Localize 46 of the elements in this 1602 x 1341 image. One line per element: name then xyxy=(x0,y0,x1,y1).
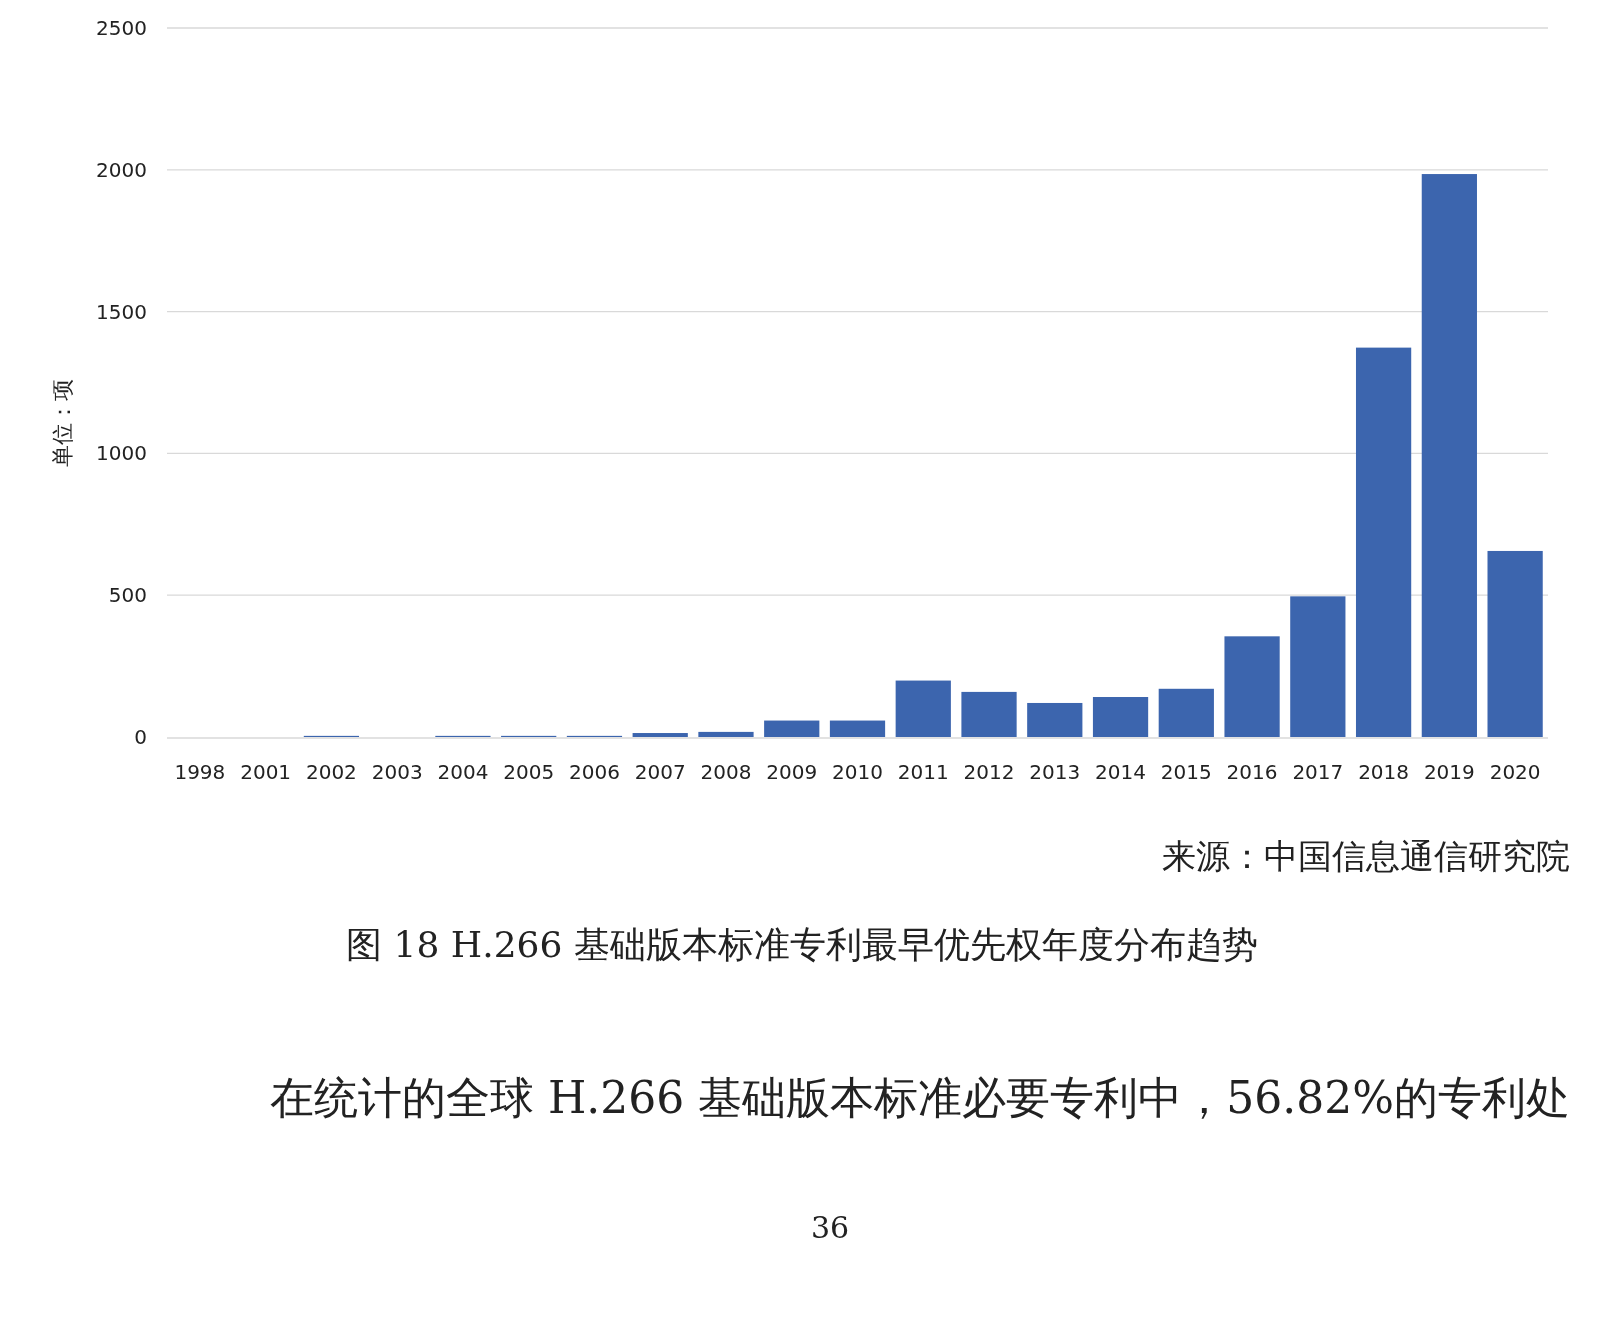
bar xyxy=(1027,702,1083,737)
bar xyxy=(961,691,1017,737)
x-tick-label: 2004 xyxy=(437,760,489,784)
y-axis-title: 单位：项 xyxy=(50,378,75,467)
bar xyxy=(1092,697,1149,737)
x-tick-label: 2002 xyxy=(305,760,357,784)
bar xyxy=(1224,636,1280,737)
text: 图 18 H.266 基础版本标准专利最早优先权年度分布趋势 xyxy=(346,924,1258,965)
x-tick-label: 2012 xyxy=(963,760,1015,784)
x-tick-label: 2009 xyxy=(766,760,818,784)
x-tick-label: 2007 xyxy=(634,760,686,784)
x-tick-label: 2003 xyxy=(371,760,423,784)
x-tick-label: 2016 xyxy=(1226,760,1278,784)
bar xyxy=(1290,596,1346,737)
x-tick-label: 2005 xyxy=(503,760,555,784)
bar xyxy=(895,680,951,737)
x-tick-label: 2008 xyxy=(700,760,752,784)
x-tick-label: 2017 xyxy=(1292,760,1344,784)
source-note: 来源：中国信息通信研究院 xyxy=(1162,836,1570,876)
bar xyxy=(632,733,688,737)
text: 36 xyxy=(810,1210,850,1245)
x-tick-label: 2014 xyxy=(1095,760,1146,784)
x-tick-label: 2020 xyxy=(1489,760,1541,784)
y-tick-label: 2000 xyxy=(96,157,147,182)
text: 在统计的全球 H.266 基础版本标准必要专利中，56.82%的专利处 xyxy=(269,1072,1570,1123)
bar xyxy=(1487,550,1543,737)
y-tick-label: 1500 xyxy=(96,299,147,324)
y-tick-label: 2500 xyxy=(96,16,147,40)
x-tick-label: 2013 xyxy=(1029,760,1081,784)
bar xyxy=(1355,347,1412,737)
x-tick-label: 2019 xyxy=(1423,760,1475,784)
x-tick-label: 2018 xyxy=(1358,760,1410,784)
y-tick-label: 500 xyxy=(108,583,147,608)
x-tick-label: 2010 xyxy=(832,760,883,784)
bar xyxy=(764,720,820,737)
x-tick-label: 1998 xyxy=(174,760,226,784)
bar xyxy=(1158,688,1214,737)
x-tick-label: 2001 xyxy=(240,760,292,784)
bar xyxy=(829,720,886,737)
y-tick-label: 0 xyxy=(134,725,147,749)
x-tick-label: 2015 xyxy=(1160,760,1212,784)
bar xyxy=(1421,174,1477,737)
x-tick-label: 2006 xyxy=(569,760,620,784)
y-tick-label: 1000 xyxy=(96,441,147,466)
bar xyxy=(698,731,754,737)
x-tick-label: 2011 xyxy=(897,760,949,784)
